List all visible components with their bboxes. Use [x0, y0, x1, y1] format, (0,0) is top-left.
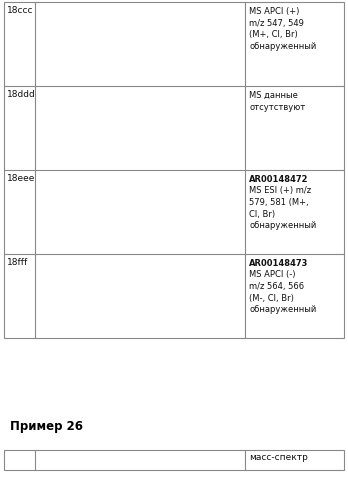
Text: обнаруженный: обнаруженный [250, 305, 317, 314]
Bar [35, 87, 244, 169]
Text: 18ddd: 18ddd [7, 90, 36, 99]
Text: обнаруженный: обнаруженный [250, 221, 317, 230]
Text: 18eee: 18eee [7, 174, 35, 183]
Bar [35, 3, 244, 85]
Text: 579, 581 (M+,: 579, 581 (M+, [250, 198, 309, 207]
Text: Cl, Br): Cl, Br) [250, 210, 276, 219]
Bar [35, 171, 244, 253]
Bar [4, 2, 344, 338]
Text: масс-спектр: масс-спектр [250, 453, 308, 462]
Text: (M-, Cl, Br): (M-, Cl, Br) [250, 293, 294, 302]
Text: Пример 26: Пример 26 [10, 420, 83, 433]
Text: (M+, Cl, Br): (M+, Cl, Br) [250, 30, 298, 39]
Text: MS APCI (-): MS APCI (-) [250, 270, 296, 279]
Text: MS ESI (+) m/z: MS ESI (+) m/z [250, 187, 311, 196]
Text: 18ccc: 18ccc [7, 6, 33, 15]
Text: 18fff: 18fff [7, 258, 28, 267]
Text: отсутствуют: отсутствуют [250, 102, 306, 111]
Text: m/z 547, 549: m/z 547, 549 [250, 18, 304, 27]
Text: m/z 564, 566: m/z 564, 566 [250, 282, 304, 291]
Bar [4, 450, 344, 470]
Text: MS данные: MS данные [250, 91, 298, 100]
Text: обнаруженный: обнаруженный [250, 41, 317, 50]
Text: AR00148473: AR00148473 [250, 259, 309, 268]
Text: MS APCI (+): MS APCI (+) [250, 7, 300, 16]
Bar [35, 255, 244, 337]
Text: AR00148472: AR00148472 [250, 175, 309, 184]
